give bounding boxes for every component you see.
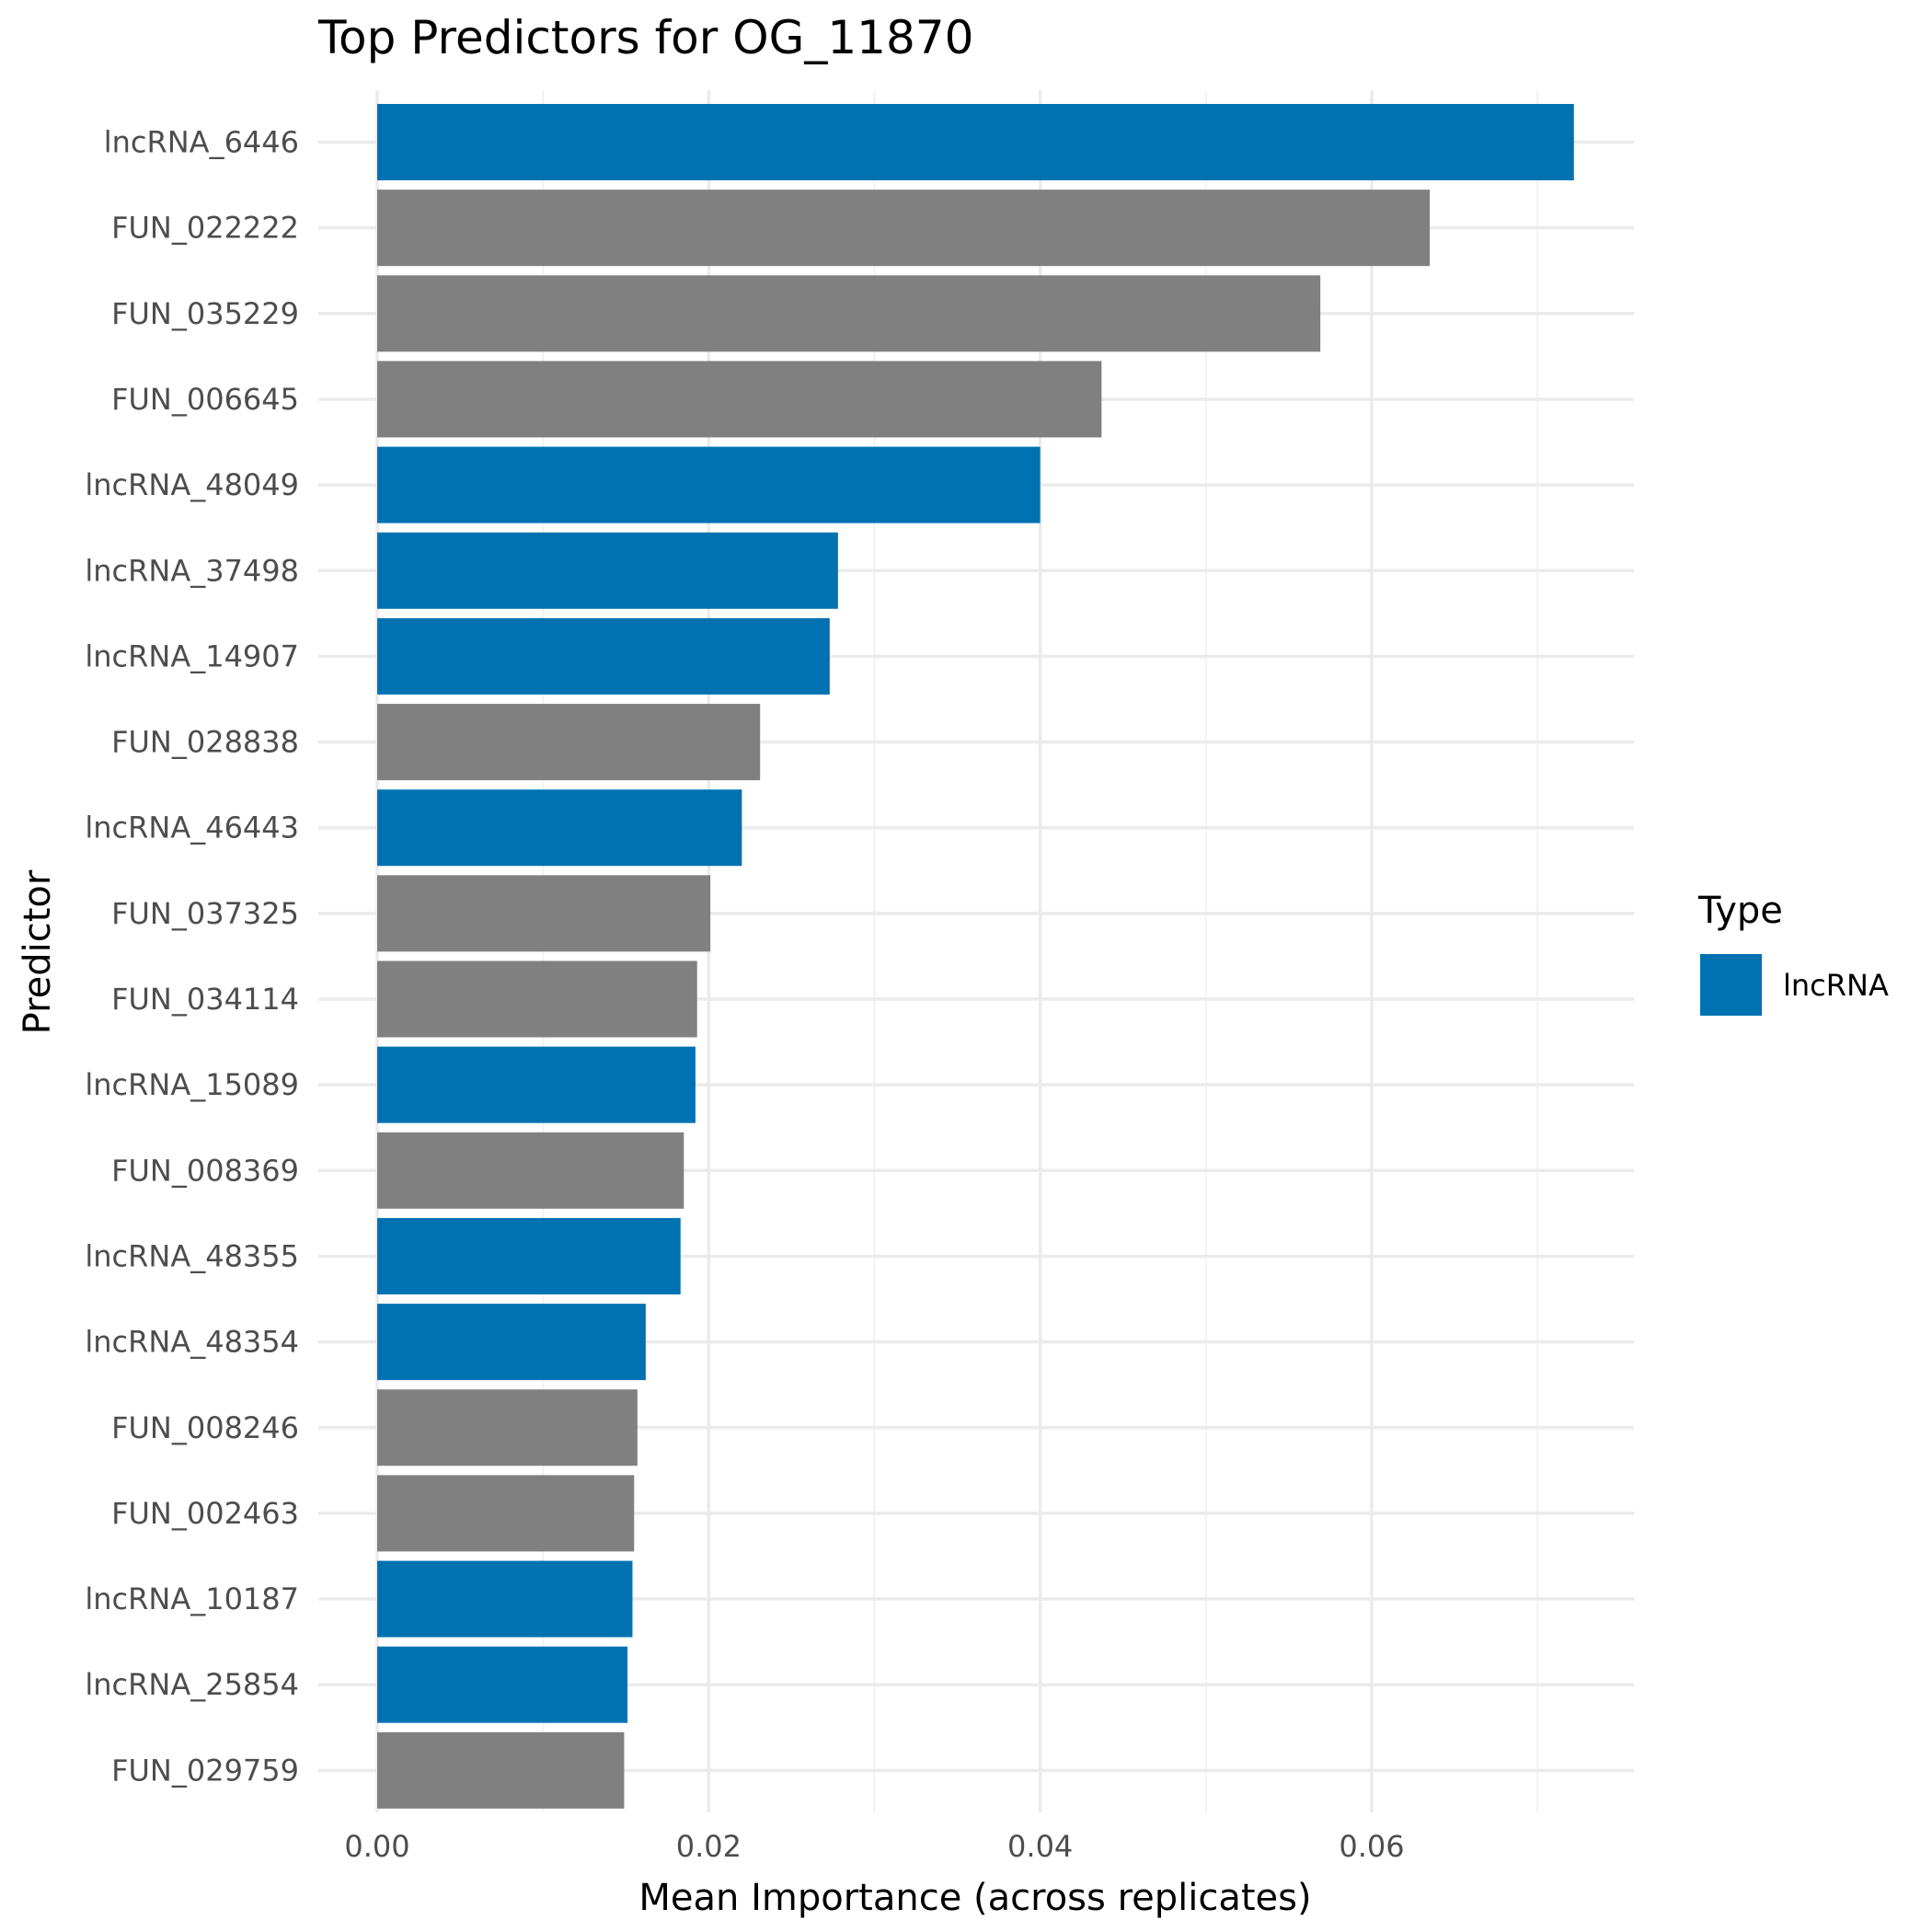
- y-tick-label: lncRNA_48049: [85, 467, 299, 502]
- x-tick-label: 0.04: [1007, 1829, 1073, 1864]
- bar-fun_002463: [377, 1475, 635, 1552]
- legend-title: Type: [1697, 890, 1783, 932]
- bar-fun_028838: [377, 704, 761, 781]
- y-tick-label: FUN_008246: [111, 1410, 299, 1445]
- chart-title: Top Predictors for OG_11870: [317, 11, 973, 64]
- bar-fun_035229: [377, 275, 1321, 352]
- y-tick-label: lncRNA_15089: [85, 1067, 299, 1102]
- y-axis-title: Predictor: [17, 869, 59, 1034]
- bar-fun_029759: [377, 1731, 625, 1809]
- y-tick-label: FUN_008369: [111, 1153, 299, 1188]
- legend: Type lncRNA: [1697, 890, 1889, 1016]
- bar-lncrna_6446: [377, 104, 1574, 180]
- y-tick-label: lncRNA_37498: [85, 553, 299, 588]
- bar-lncrna_48354: [377, 1304, 646, 1381]
- bar-fun_008369: [377, 1132, 684, 1209]
- bar-fun_008246: [377, 1389, 638, 1466]
- bars: [377, 104, 1574, 1809]
- y-tick-label: lncRNA_6446: [104, 125, 299, 160]
- bar-lncrna_48355: [377, 1217, 681, 1294]
- bar-fun_034114: [377, 960, 697, 1038]
- bar-lncrna_46443: [377, 789, 742, 867]
- y-tick-label: FUN_028838: [111, 725, 299, 760]
- bar-lncrna_37498: [377, 532, 838, 609]
- y-tick-label: FUN_006645: [111, 382, 299, 417]
- y-tick-label: lncRNA_48355: [85, 1238, 299, 1273]
- bar-fun_006645: [377, 361, 1102, 438]
- y-tick-label: lncRNA_14907: [85, 638, 299, 673]
- y-tick-label: FUN_022222: [111, 211, 299, 246]
- y-tick-label: FUN_035229: [111, 296, 299, 331]
- bar-lncrna_14907: [377, 617, 830, 695]
- y-tick-label: FUN_002463: [111, 1496, 299, 1531]
- bar-lncrna_10187: [377, 1560, 633, 1638]
- y-tick-label: lncRNA_48354: [85, 1325, 299, 1360]
- y-tick-label: lncRNA_25854: [85, 1667, 299, 1702]
- legend-swatch-lncrna: [1700, 954, 1762, 1016]
- bar-lncrna_25854: [377, 1646, 628, 1723]
- y-tick-label: FUN_037325: [111, 896, 299, 931]
- bar-fun_022222: [377, 190, 1431, 267]
- bar-lncrna_15089: [377, 1046, 696, 1123]
- y-tick-label: lncRNA_46443: [85, 811, 299, 845]
- bar-fun_037325: [377, 875, 711, 952]
- y-tick-label: FUN_029759: [111, 1753, 299, 1788]
- x-axis-title: Mean Importance (across replicates): [638, 1877, 1311, 1919]
- y-tick-label: FUN_034114: [111, 982, 299, 1017]
- x-tick-label: 0.00: [344, 1829, 409, 1864]
- y-tick-label: lncRNA_10187: [85, 1581, 299, 1616]
- x-tick-labels: 0.00 0.02 0.04 0.06: [344, 1829, 1404, 1864]
- x-tick-label: 0.06: [1339, 1829, 1404, 1864]
- legend-label-lncrna: lncRNA: [1783, 968, 1889, 1003]
- y-tick-labels: lncRNA_6446 FUN_022222 FUN_035229 FUN_00664…: [85, 125, 299, 1788]
- x-tick-label: 0.02: [676, 1829, 742, 1864]
- bar-lncrna_48049: [377, 446, 1041, 523]
